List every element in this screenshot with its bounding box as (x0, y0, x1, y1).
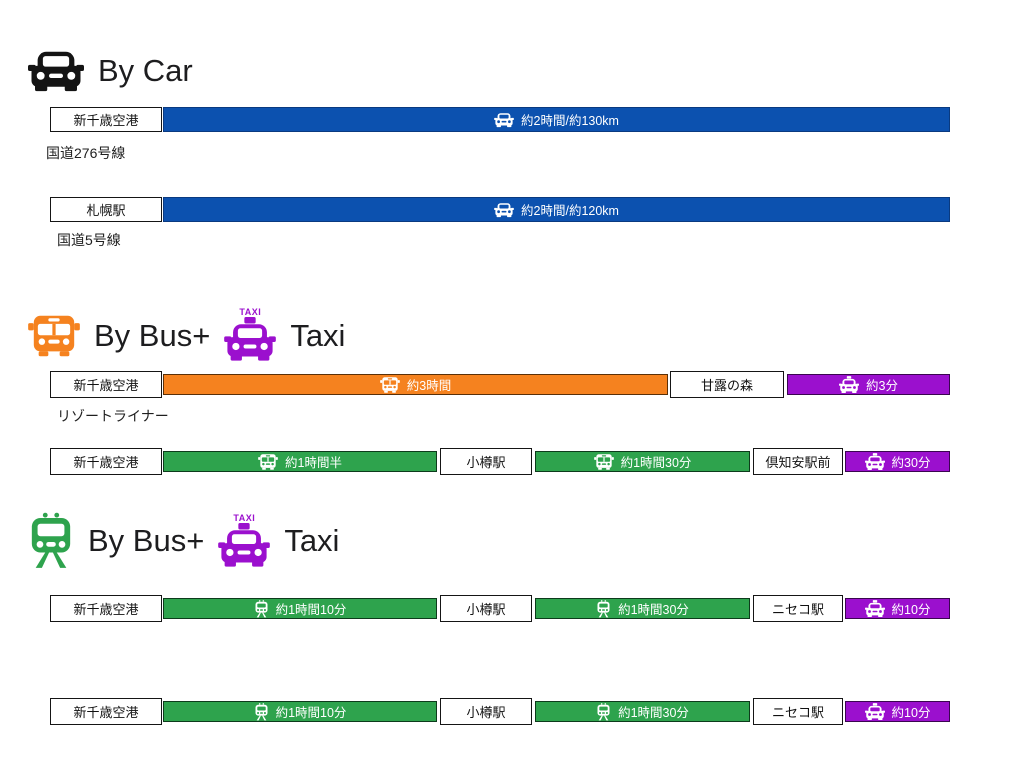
station-box: 小樽駅 (440, 448, 532, 475)
station-box: ニセコ駅 (753, 595, 843, 622)
taxi-icon (865, 703, 885, 721)
taxi-icon (865, 453, 885, 471)
route-segment-bus: 約3時間 (163, 374, 668, 395)
route-segment-train: 約1時間10分 (163, 598, 437, 619)
station-label: 新千歳空港 (73, 378, 139, 393)
train-icon (596, 600, 611, 618)
route-row-bus-1: 新千歳空港 約3時間 甘露の森 約3分 (0, 371, 1024, 398)
route-segment-taxi: 約30分 (845, 451, 950, 472)
section-header-by-car: By Car (28, 48, 193, 94)
station-label: 新千歳空港 (73, 705, 139, 720)
segment-duration-label: 約1時間30分 (618, 603, 689, 617)
station-label: ニセコ駅 (771, 602, 824, 617)
road-note: 国道276号線 (46, 145, 126, 161)
segment-duration-label: 約1時間半 (285, 456, 342, 470)
route-segment-car: 約2時間/約120km (163, 197, 950, 222)
taxi-icon-block: TAXI (224, 308, 276, 363)
train-icon (596, 703, 611, 721)
station-label: 新千歳空港 (73, 113, 139, 128)
station-box: 新千歳空港 (50, 595, 162, 622)
train-icon (28, 512, 74, 570)
car-icon (494, 112, 514, 128)
taxi-sign-label: TAXI (233, 512, 256, 523)
route-segment-taxi: 約10分 (845, 701, 950, 722)
bus-icon (380, 377, 400, 393)
station-box: 小樽駅 (440, 698, 532, 725)
station-box: 札幌駅 (50, 197, 162, 222)
route-row-car-1: 新千歳空港 約2時間/約130km (0, 107, 1024, 132)
taxi-icon (839, 376, 859, 394)
section-title-suffix: Taxi (284, 523, 340, 558)
station-label: 甘露の森 (700, 378, 753, 393)
route-segment-train: 約1時間10分 (163, 701, 437, 722)
station-box: 小樽駅 (440, 595, 532, 622)
route-row-train-1: 新千歳空港 約1時間10分 小樽駅 約1時間30分 ニセコ駅 約10分 (0, 595, 1024, 622)
station-box: 新千歳空港 (50, 107, 162, 132)
segment-duration-label: 約30分 (891, 456, 931, 470)
segment-duration-label: 約3時間 (406, 379, 452, 393)
train-icon (254, 703, 269, 721)
segment-duration-label: 約1時間10分 (275, 706, 347, 720)
car-icon (28, 48, 84, 94)
route-segment-bus: 約1時間30分 (535, 451, 750, 472)
section-title-prefix: By Bus+ (94, 317, 211, 353)
route-segment-bus: 約1時間半 (163, 451, 437, 472)
taxi-icon (218, 523, 270, 569)
segment-duration-label: 約2時間/約130km (521, 114, 619, 128)
segment-duration-label: 約10分 (891, 603, 931, 617)
station-label: ニセコ駅 (771, 705, 824, 720)
station-box: 新千歳空港 (50, 698, 162, 725)
segment-duration-label: 約1時間10分 (275, 603, 347, 617)
road-note: 国道5号線 (57, 232, 121, 248)
station-label: 小樽駅 (466, 705, 506, 720)
station-label: 新千歳空港 (73, 455, 139, 470)
segment-duration-label: 約3分 (866, 379, 898, 393)
route-segment-car: 約2時間/約130km (163, 107, 950, 132)
station-label: 小樽駅 (466, 602, 506, 617)
route-segment-train: 約1時間30分 (535, 598, 750, 619)
section-title: By Car (98, 53, 193, 88)
station-label: 新千歳空港 (73, 602, 139, 617)
segment-duration-label: 約10分 (891, 706, 931, 720)
station-label: 小樽駅 (466, 455, 506, 470)
station-box: ニセコ駅 (753, 698, 843, 725)
segment-duration-label: 約1時間30分 (618, 706, 689, 720)
section-header-by-train-taxi: By Bus+ TAXI Taxi (28, 512, 339, 570)
station-box: 甘露の森 (670, 371, 784, 398)
taxi-sign-label: TAXI (239, 307, 262, 317)
station-box: 新千歳空港 (50, 371, 162, 398)
bus-line-note: リゾートライナー (57, 408, 169, 424)
route-row-bus-2: 新千歳空港 約1時間半 小樽駅 約1時間30分 倶知安駅前 約30分 (0, 448, 1024, 475)
route-segment-taxi: 約3分 (787, 374, 950, 395)
section-title-prefix: By Bus+ (88, 523, 205, 558)
train-icon (254, 600, 269, 618)
segment-duration-label: 約1時間30分 (620, 456, 692, 470)
bus-icon (594, 454, 614, 470)
station-label: 倶知安駅前 (765, 455, 831, 470)
route-segment-taxi: 約10分 (845, 598, 950, 619)
taxi-icon-block: TAXI (218, 512, 270, 569)
segment-duration-label: 約2時間/約120km (521, 204, 619, 218)
station-box: 新千歳空港 (50, 448, 162, 475)
route-row-car-2: 札幌駅 約2時間/約120km (0, 197, 1024, 222)
car-icon (494, 202, 514, 218)
bus-icon (28, 315, 80, 357)
station-label: 札幌駅 (86, 203, 126, 218)
route-row-train-2: 新千歳空港 約1時間10分 小樽駅 約1時間30分 ニセコ駅 約10分 (0, 698, 1024, 725)
taxi-icon (865, 600, 885, 618)
section-header-by-bus-taxi: By Bus+ TAXI Taxi (28, 308, 345, 363)
route-segment-train: 約1時間30分 (535, 701, 750, 722)
station-box: 倶知安駅前 (753, 448, 843, 475)
section-title-suffix: Taxi (290, 317, 346, 353)
taxi-icon (224, 317, 276, 363)
bus-icon (258, 454, 278, 470)
